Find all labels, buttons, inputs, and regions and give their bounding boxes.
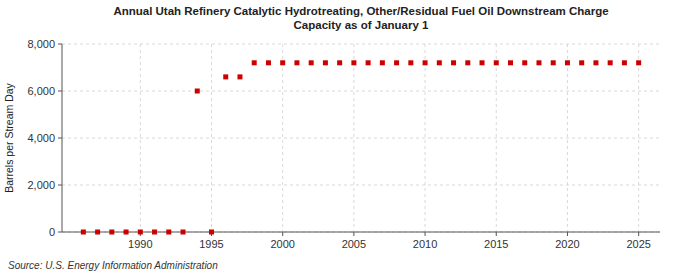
grid-line-y: [62, 91, 660, 92]
y-tick: [58, 91, 62, 92]
chart-container: Annual Utah Refinery Catalytic Hydrotrea…: [0, 0, 675, 275]
point: [451, 60, 456, 65]
x-tick: [425, 232, 426, 236]
point: [437, 60, 442, 65]
point: [579, 60, 584, 65]
x-tick: [638, 232, 639, 236]
point: [480, 60, 485, 65]
point: [608, 60, 613, 65]
point: [223, 74, 228, 79]
point: [522, 60, 527, 65]
point: [551, 60, 556, 65]
x-tick: [567, 232, 568, 236]
x-tick-label: 2020: [555, 238, 579, 250]
point: [337, 60, 342, 65]
y-axis-label: Barrels per Stream Day: [3, 82, 15, 192]
point: [536, 60, 541, 65]
points: [81, 60, 641, 234]
grid-line-x: [496, 44, 497, 232]
y-tick: [58, 185, 62, 186]
grid-line-x: [638, 44, 639, 232]
point: [294, 60, 299, 65]
point: [309, 60, 314, 65]
point: [565, 60, 570, 65]
y-tick: [58, 44, 62, 45]
point: [166, 230, 171, 235]
grid-line-x: [353, 44, 354, 232]
x-tick-label: 2015: [484, 238, 508, 250]
point: [423, 60, 428, 65]
grid-line-x: [282, 44, 283, 232]
y-tick: [58, 232, 62, 233]
point: [95, 230, 100, 235]
y-tick-label: 2,000: [27, 179, 55, 191]
point: [593, 60, 598, 65]
grid-line-x: [211, 44, 212, 232]
point: [152, 230, 157, 235]
x-tick: [496, 232, 497, 236]
x-tick: [282, 232, 283, 236]
x-tick-label: 2010: [413, 238, 437, 250]
point: [380, 60, 385, 65]
point: [494, 60, 499, 65]
point: [323, 60, 328, 65]
point: [366, 60, 371, 65]
point: [266, 60, 271, 65]
point: [181, 230, 186, 235]
point: [636, 60, 641, 65]
point: [508, 60, 513, 65]
x-tick-label: 2025: [626, 238, 650, 250]
title-line: Annual Utah Refinery Catalytic Hydrotrea…: [113, 5, 608, 17]
x-tick-label: 1990: [128, 238, 152, 250]
y-tick-label: 8,000: [27, 38, 55, 50]
y-tick-label: 4,000: [27, 132, 55, 144]
x-axis-line: [62, 232, 660, 233]
point: [109, 230, 114, 235]
point: [351, 60, 356, 65]
y-tick-label: 6,000: [27, 85, 55, 97]
point: [394, 60, 399, 65]
point: [81, 230, 86, 235]
point: [252, 60, 257, 65]
point: [195, 89, 200, 94]
grid: [62, 44, 660, 232]
x-tick-label: 2000: [270, 238, 294, 250]
point: [280, 60, 285, 65]
point: [408, 60, 413, 65]
y-tick: [58, 138, 62, 139]
grid-line-y: [62, 232, 660, 233]
x-tick-label: 2005: [342, 238, 366, 250]
point: [465, 60, 470, 65]
chart-title: Annual Utah Refinery Catalytic Hydrotrea…: [113, 5, 608, 31]
point: [209, 230, 214, 235]
point: [124, 230, 129, 235]
grid-line-y: [62, 138, 660, 139]
chart-svg: Annual Utah Refinery Catalytic Hydrotrea…: [0, 0, 675, 275]
point: [237, 74, 242, 79]
annotation: Source: U.S. Energy Information Administ…: [8, 260, 218, 271]
grid-line-y: [62, 185, 660, 186]
grid-line-x: [140, 44, 141, 232]
title-line: Capacity as of January 1: [294, 19, 429, 31]
grid-line-y: [62, 44, 660, 45]
point: [622, 60, 627, 65]
y-tick-label: 0: [49, 226, 55, 238]
x-tick-label: 1995: [199, 238, 223, 250]
grid-line-x: [425, 44, 426, 232]
grid-line-x: [567, 44, 568, 232]
x-tick: [353, 232, 354, 236]
point: [138, 230, 143, 235]
